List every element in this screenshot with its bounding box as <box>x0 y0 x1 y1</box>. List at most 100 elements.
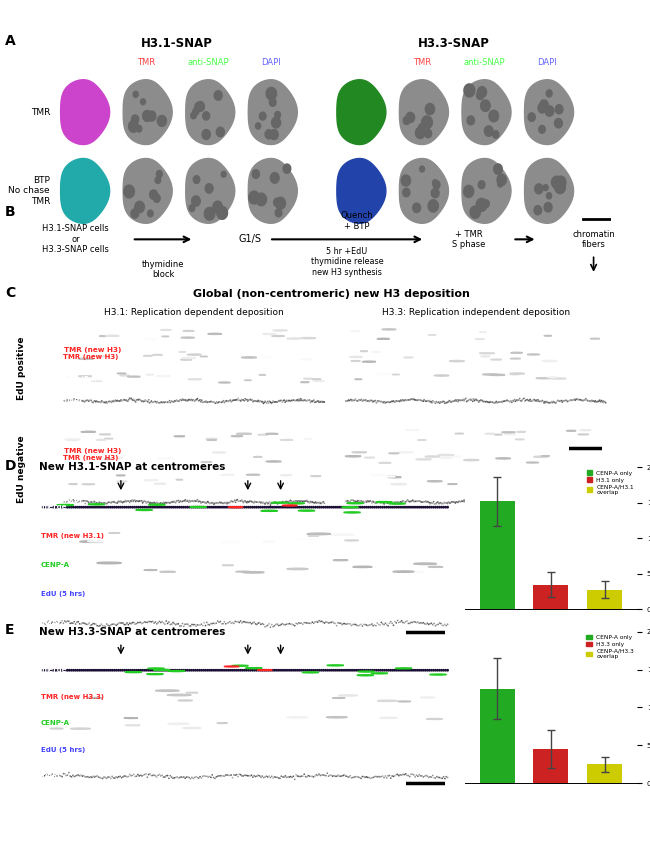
Point <box>424 394 434 407</box>
Point <box>298 495 309 508</box>
Point <box>177 616 188 630</box>
Point <box>257 663 268 677</box>
Point <box>265 495 275 508</box>
Point <box>161 496 172 509</box>
Point <box>248 395 258 408</box>
Point <box>519 391 529 405</box>
Point <box>86 663 97 677</box>
Polygon shape <box>213 201 222 212</box>
Point <box>253 394 263 407</box>
Point <box>590 395 600 408</box>
Polygon shape <box>543 360 557 361</box>
Point <box>252 663 262 677</box>
Point <box>521 394 531 407</box>
Point <box>410 663 421 677</box>
Point <box>136 494 147 508</box>
Point <box>367 663 378 677</box>
Point <box>234 768 244 782</box>
Point <box>230 615 240 628</box>
Point <box>550 496 560 509</box>
Point <box>73 500 83 514</box>
Point <box>398 768 408 782</box>
Point <box>286 394 296 407</box>
Point <box>145 615 155 628</box>
Polygon shape <box>221 171 226 177</box>
Point <box>598 395 608 408</box>
Text: DAPI: DAPI <box>63 398 82 404</box>
Point <box>245 500 255 514</box>
Point <box>200 496 211 509</box>
Point <box>72 493 82 507</box>
Point <box>64 615 74 628</box>
Point <box>273 619 283 633</box>
Point <box>491 496 501 509</box>
Point <box>528 394 538 407</box>
Point <box>429 616 439 630</box>
Polygon shape <box>337 158 386 223</box>
Point <box>460 392 470 406</box>
Point <box>80 616 90 630</box>
Point <box>351 495 361 508</box>
Point <box>186 494 196 508</box>
Point <box>203 496 214 509</box>
Point <box>188 394 199 407</box>
Text: New H3.3-SNAP at centromeres: New H3.3-SNAP at centromeres <box>39 627 226 637</box>
Point <box>263 500 274 514</box>
Text: DAPI: DAPI <box>63 499 82 505</box>
Point <box>356 771 366 785</box>
Polygon shape <box>228 507 243 508</box>
Point <box>68 394 78 407</box>
Point <box>443 395 453 409</box>
Point <box>496 395 506 408</box>
Point <box>288 663 298 677</box>
Point <box>404 500 414 514</box>
Point <box>307 770 318 783</box>
Point <box>77 394 88 407</box>
Polygon shape <box>92 380 103 382</box>
Point <box>412 394 423 407</box>
Point <box>426 395 436 408</box>
Polygon shape <box>420 166 424 172</box>
Point <box>97 394 107 407</box>
Point <box>198 500 209 514</box>
Point <box>389 615 400 628</box>
Point <box>552 394 563 407</box>
Point <box>211 616 222 630</box>
Point <box>384 663 394 677</box>
Point <box>61 769 72 782</box>
Point <box>588 394 599 407</box>
Point <box>303 495 313 508</box>
Point <box>227 500 237 514</box>
Point <box>241 615 252 629</box>
Point <box>309 496 319 509</box>
Point <box>172 394 183 407</box>
Point <box>79 500 89 514</box>
Point <box>414 616 424 630</box>
Point <box>291 494 301 508</box>
Point <box>284 617 294 631</box>
Point <box>90 394 100 407</box>
Point <box>534 395 544 408</box>
Point <box>139 768 150 782</box>
Point <box>70 394 81 407</box>
Point <box>101 395 111 408</box>
Point <box>281 617 292 631</box>
Point <box>429 395 439 409</box>
Point <box>215 769 226 782</box>
Point <box>564 495 575 508</box>
Point <box>111 496 122 510</box>
Polygon shape <box>131 115 138 124</box>
Point <box>428 500 439 514</box>
Polygon shape <box>192 196 200 206</box>
Polygon shape <box>124 158 172 223</box>
Point <box>410 615 421 629</box>
Point <box>365 494 376 508</box>
Point <box>239 394 250 407</box>
Point <box>205 770 216 784</box>
Point <box>351 663 361 677</box>
Point <box>265 621 276 634</box>
Point <box>146 769 157 782</box>
Point <box>175 393 185 407</box>
Polygon shape <box>333 560 348 561</box>
Point <box>566 393 576 407</box>
